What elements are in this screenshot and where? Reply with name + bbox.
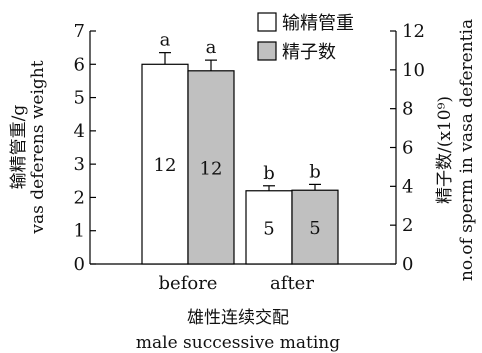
x-axis-title-zh: 雄性连续交配 [187,308,289,328]
category-label: before [159,273,218,294]
sample-size-label: 12 [200,158,223,179]
legend: 输精管重 精子数 [257,12,354,63]
left-tick-label: 1 [74,221,85,242]
category-label: after [270,273,314,294]
left-axis-title-en: vas deferens weight [28,60,48,234]
right-axis-title-zh: 精子数/(x10⁹) [435,96,455,204]
sample-size-label: 12 [154,155,177,176]
left-tick-label: 4 [74,121,85,142]
bars [141,63,339,265]
left-tick-label: 6 [74,54,85,75]
sample-size-label: 5 [263,218,274,239]
significance-letter: b [309,161,321,182]
left-tick-label: 7 [74,21,85,42]
right-tick-label: 10 [402,60,425,81]
right-tick-label: 6 [402,138,413,159]
significance-letter: b [263,163,275,184]
right-tick-label: 8 [402,99,413,120]
significance-letter: a [160,30,171,51]
sample-size-label: 5 [309,218,320,239]
right-tick-label: 4 [402,176,413,197]
left-axis-ticks: 0 1 2 3 4 5 6 7 [74,21,96,275]
right-axis-title-en: no.of sperm in vasa deferentia [457,19,477,281]
right-axis-ticks: 0 2 4 6 8 10 12 [390,21,425,275]
right-tick-label: 2 [402,215,413,236]
left-tick-label: 3 [74,154,85,175]
legend-swatch-sperm-count [257,41,277,61]
plot-frame [89,31,397,265]
left-tick-label: 0 [74,254,85,275]
error-bars [159,52,321,191]
bar-labels: a 12 a 12 b 5 b 5 [154,30,321,240]
category-labels: before after [159,273,315,294]
legend-swatch-vas-deferens-weight [257,12,277,32]
bar-sperm-count-after [291,189,339,265]
x-axis-title-en: male successive mating [136,333,340,353]
significance-letter: a [206,37,217,58]
left-tick-label: 2 [74,187,85,208]
left-tick-label: 5 [74,88,85,109]
legend-label-vas-deferens-weight: 输精管重 [282,13,354,34]
right-tick-label: 0 [402,254,413,275]
left-axis-title-zh: 输精管重/g [9,105,29,190]
right-tick-label: 12 [402,21,425,42]
legend-label-sperm-count: 精子数 [282,42,336,63]
